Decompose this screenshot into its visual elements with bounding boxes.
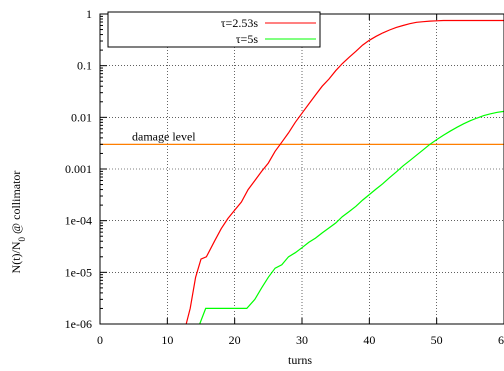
axis-ticks [99,13,504,325]
y-tick-label: 0.1 [77,59,92,73]
y-tick-label: 1e-05 [65,265,92,279]
x-tick-label: 40 [363,333,375,347]
x-tick-label: 0 [97,333,103,347]
y-tick-label: 1e-04 [65,214,92,228]
legend-box [107,11,321,48]
y-tick-label: 0.01 [71,110,92,124]
x-axis-title: turns [288,353,312,367]
tick-labels: 0 10 20 30 40 50 60 1 0.1 0.01 0.001 1e-04 1e-05 1e-0… [65,7,504,347]
series-line-2 [199,110,504,325]
legend: τ=2.53s τ=5s [107,11,321,48]
series-line-1 [185,19,504,325]
y-tick-label: 1e-06 [65,317,92,331]
x-tick-label: 10 [161,333,173,347]
x-tick-label: 30 [296,333,308,347]
grid-lines [99,13,504,325]
x-tick-label: 20 [229,333,241,347]
legend-label-series-2: τ=5s [236,32,259,46]
x-tick-label: 50 [431,333,443,347]
reference-lines: damage level [100,129,504,145]
damage-level-label: damage level [132,129,196,143]
series-lines [185,19,504,325]
x-tick-label: 60 [498,333,504,347]
y-axis-title: N(t)/N0 @ collimator [9,171,27,274]
y-tick-label: 1 [86,7,92,21]
legend-label-series-1: τ=2.53s [221,16,259,30]
y-tick-label: 0.001 [65,162,92,176]
